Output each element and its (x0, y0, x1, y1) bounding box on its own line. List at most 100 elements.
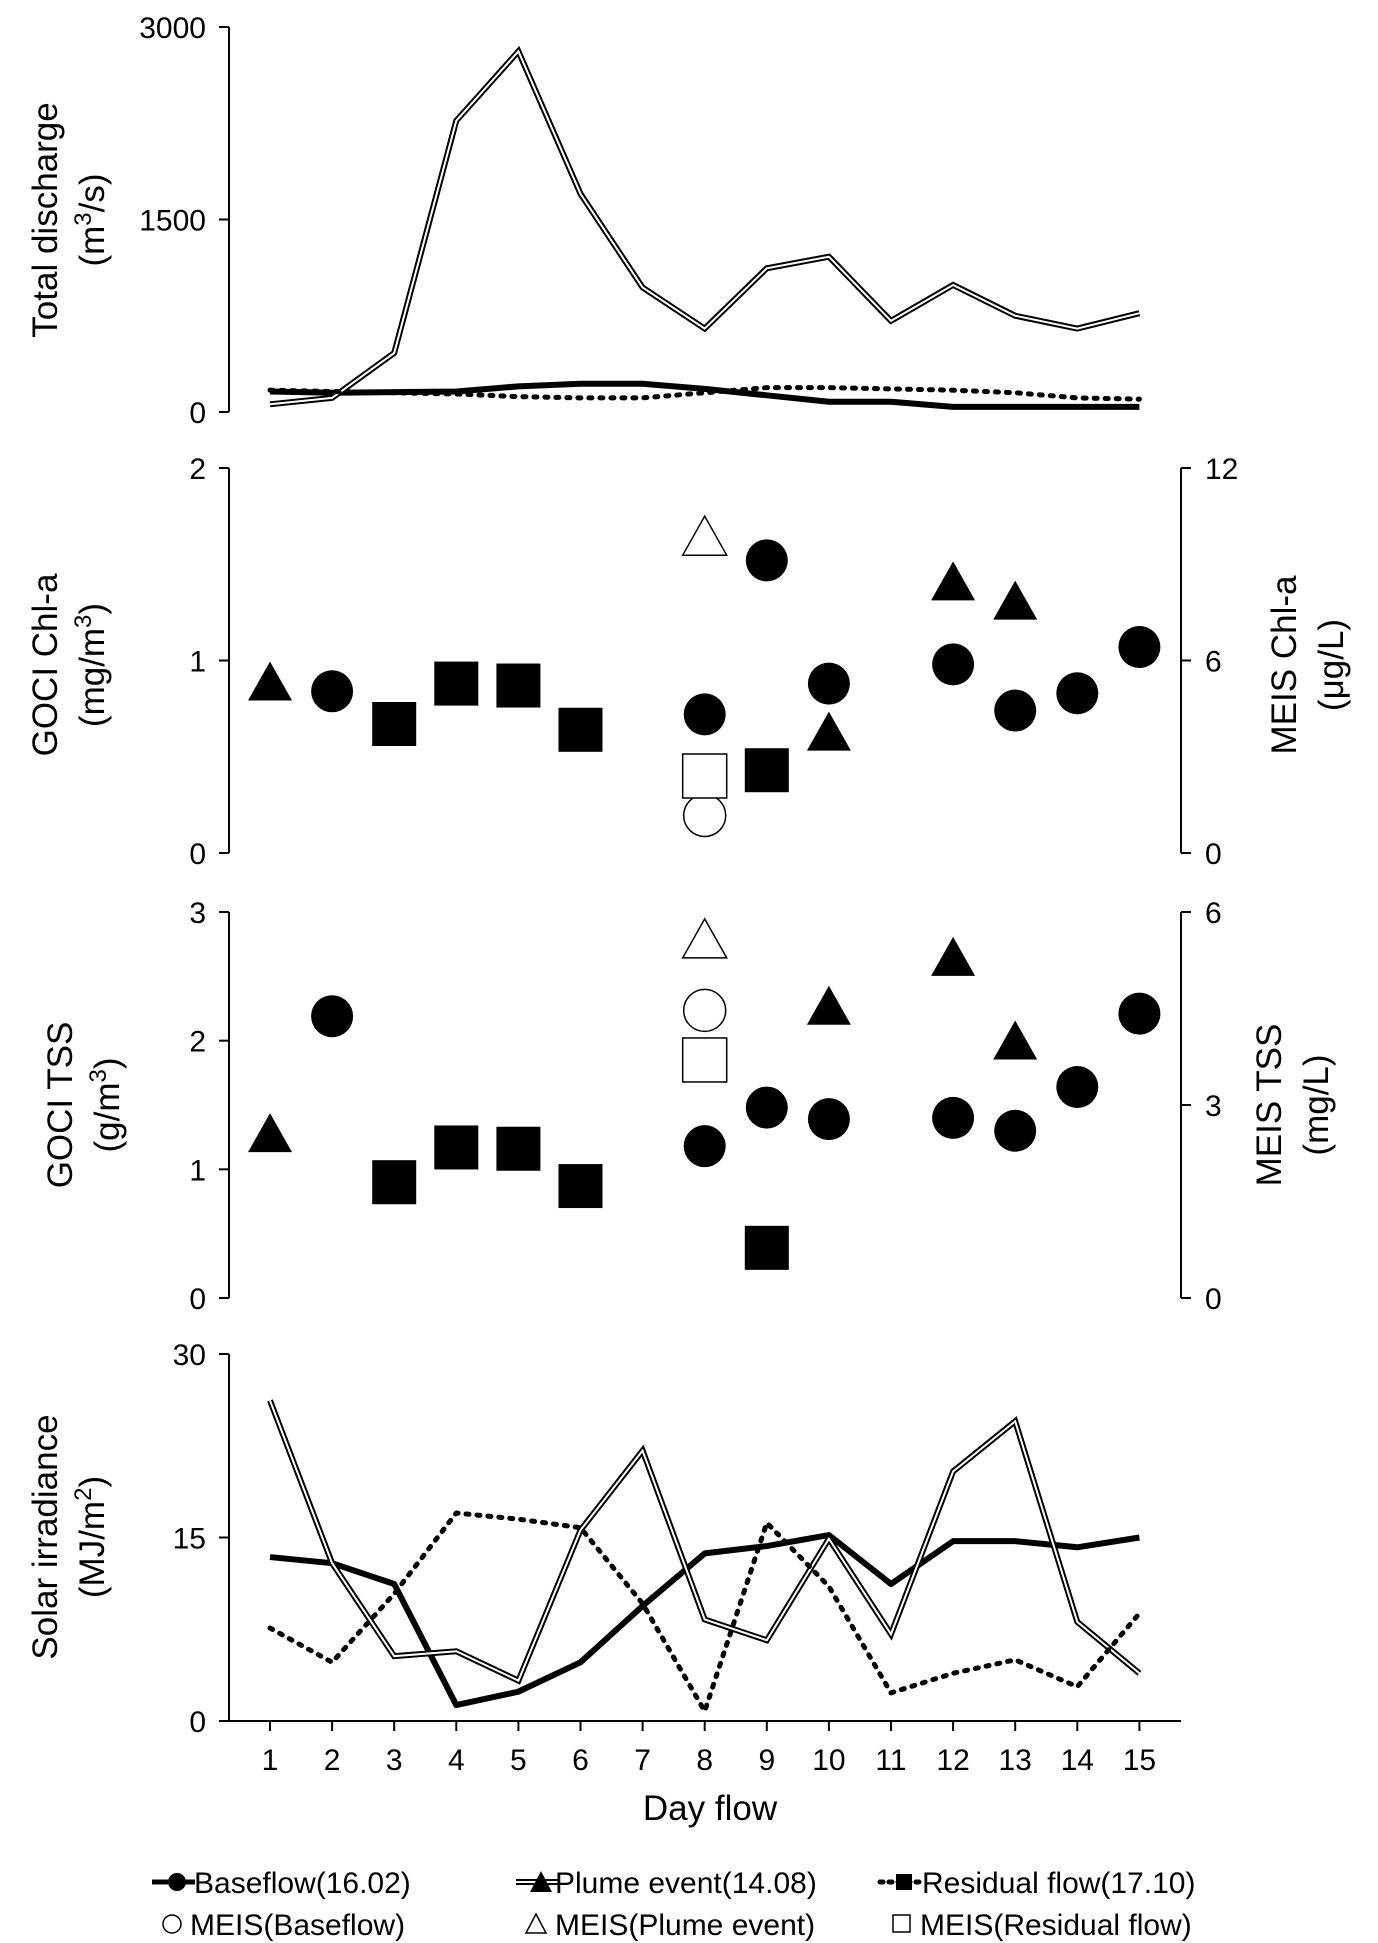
meis-baseflow-point (682, 793, 727, 838)
residual-point (558, 1164, 603, 1209)
baseflow-point (932, 643, 975, 686)
y2-tick-label: 6 (1205, 646, 1222, 679)
baseflow-point (807, 662, 850, 705)
legend-marker-meis-residual (892, 1914, 911, 1933)
tss-y-unit: (g/m3) (85, 1057, 128, 1152)
solar-y-title: Solar irradiance (26, 1414, 65, 1659)
baseflow-point (311, 995, 354, 1038)
tss-y-title: GOCI TSS (41, 1022, 80, 1189)
y-tick-label: 3000 (139, 12, 206, 45)
baseflow-point (994, 689, 1037, 732)
x-tick-label: 4 (448, 1744, 465, 1777)
chla-y-ticks: 0 1 2 (189, 453, 229, 871)
plume-point (806, 985, 851, 1025)
chla-y2-ticks: 0 6 12 (1181, 453, 1238, 871)
residual-point (372, 702, 417, 747)
meis-residual-point (681, 1037, 728, 1083)
legend-label-plume: Plume event(14.08) (555, 1867, 817, 1900)
baseflow-point (1056, 672, 1099, 715)
x-tick-label: 1 (262, 1744, 279, 1777)
plume-point (931, 561, 976, 601)
tss-y2-ticks: 0 3 6 (1181, 897, 1222, 1316)
residual-point (496, 1126, 541, 1171)
legend-marker-residual (896, 1874, 912, 1890)
plume-point (248, 1113, 292, 1153)
discharge-y-ticks: 0 1500 3000 (139, 12, 229, 430)
chla-y-title: GOCI Chl-a (26, 573, 65, 756)
discharge-series (267, 45, 1142, 410)
solar-x-ticks: 1 2 3 4 5 6 7 8 9 10 11 12 13 14 15 (262, 1721, 1156, 1777)
x-tick-label: 2 (324, 1744, 341, 1777)
y2-tick-label: 12 (1205, 453, 1238, 486)
legend-label-meis-plume: MEIS(Plume event) (555, 1909, 815, 1942)
tss-y2-unit: (mg/L) (1297, 1054, 1336, 1155)
baseflow-point (1118, 626, 1161, 669)
series-line-residual (267, 385, 1142, 402)
x-tick-label: 5 (510, 1744, 527, 1777)
y2-tick-label: 0 (1205, 838, 1222, 871)
x-tick-label: 7 (634, 1744, 651, 1777)
baseflow-point (932, 1096, 975, 1139)
series-line-plume-inner (269, 1400, 1141, 1682)
panel-discharge: 0 1500 3000 Total discharge (m3/s) (26, 12, 1142, 430)
legend-marker-baseflow (168, 1873, 186, 1891)
legend-marker-meis-baseflow (162, 1914, 182, 1934)
x-tick-label: 9 (758, 1744, 775, 1777)
meis-plume-point (681, 514, 728, 556)
x-axis-title: Day flow (643, 1789, 778, 1828)
y-tick-label: 15 (173, 1523, 206, 1556)
tss-series (248, 917, 1161, 1270)
legend-label-baseflow: Baseflow(16.02) (194, 1867, 411, 1900)
y-tick-label: 0 (189, 397, 206, 430)
y2-tick-label: 0 (1205, 1283, 1222, 1316)
baseflow-point (683, 1125, 726, 1168)
y2-tick-label: 6 (1205, 897, 1222, 930)
residual-point (496, 663, 541, 708)
residual-point (372, 1160, 417, 1205)
series-line-baseflow (269, 380, 1140, 410)
legend-item-baseflow: Baseflow(16.02) (152, 1867, 411, 1900)
tss-y2-title: MEIS TSS (1250, 1024, 1289, 1187)
x-tick-label: 10 (812, 1744, 845, 1777)
legend-marker-meis-plume (524, 1912, 548, 1934)
meis-residual-point (681, 753, 728, 799)
chla-y2-title: MEIS Chl-a (1265, 575, 1304, 754)
plume-point (806, 711, 851, 751)
baseflow-point (745, 539, 788, 582)
discharge-y-unit: (m3/s) (70, 173, 113, 266)
plume-point (248, 661, 292, 701)
solar-y-ticks: 0 15 30 (173, 1339, 229, 1739)
chla-y-unit: (mg/m3) (70, 603, 113, 727)
baseflow-point (1118, 992, 1161, 1035)
y2-tick-label: 3 (1205, 1090, 1222, 1123)
discharge-y-title: Total discharge (26, 102, 65, 337)
y-tick-label: 2 (189, 453, 206, 486)
residual-point (434, 661, 479, 706)
plume-point (931, 936, 976, 976)
baseflow-point (311, 670, 354, 713)
y-tick-label: 3 (189, 897, 206, 930)
x-tick-label: 12 (936, 1744, 969, 1777)
series-line-baseflow (269, 1532, 1140, 1709)
series-line-plume-outer (269, 45, 1141, 408)
legend-item-meis-residual: MEIS(Residual flow) (892, 1909, 1192, 1942)
legend-item-plume: Plume event(14.08) (516, 1867, 817, 1900)
solar-series (267, 1399, 1142, 1714)
series-line-residual (267, 1510, 1142, 1714)
legend-label-meis-residual: MEIS(Residual flow) (920, 1909, 1192, 1942)
legend-item-residual: Residual flow(17.10) (877, 1867, 1195, 1900)
y-tick-label: 2 (189, 1026, 206, 1059)
x-tick-label: 13 (999, 1744, 1032, 1777)
baseflow-point (683, 693, 726, 736)
baseflow-point (994, 1109, 1037, 1152)
solar-y-unit: (MJ/m2) (70, 1476, 113, 1598)
chla-series (248, 514, 1161, 838)
x-tick-label: 15 (1123, 1744, 1156, 1777)
baseflow-point (1056, 1065, 1099, 1108)
x-tick-label: 14 (1061, 1744, 1094, 1777)
y-tick-label: 0 (189, 1283, 206, 1316)
tss-y-ticks: 0 1 2 3 (189, 897, 229, 1316)
